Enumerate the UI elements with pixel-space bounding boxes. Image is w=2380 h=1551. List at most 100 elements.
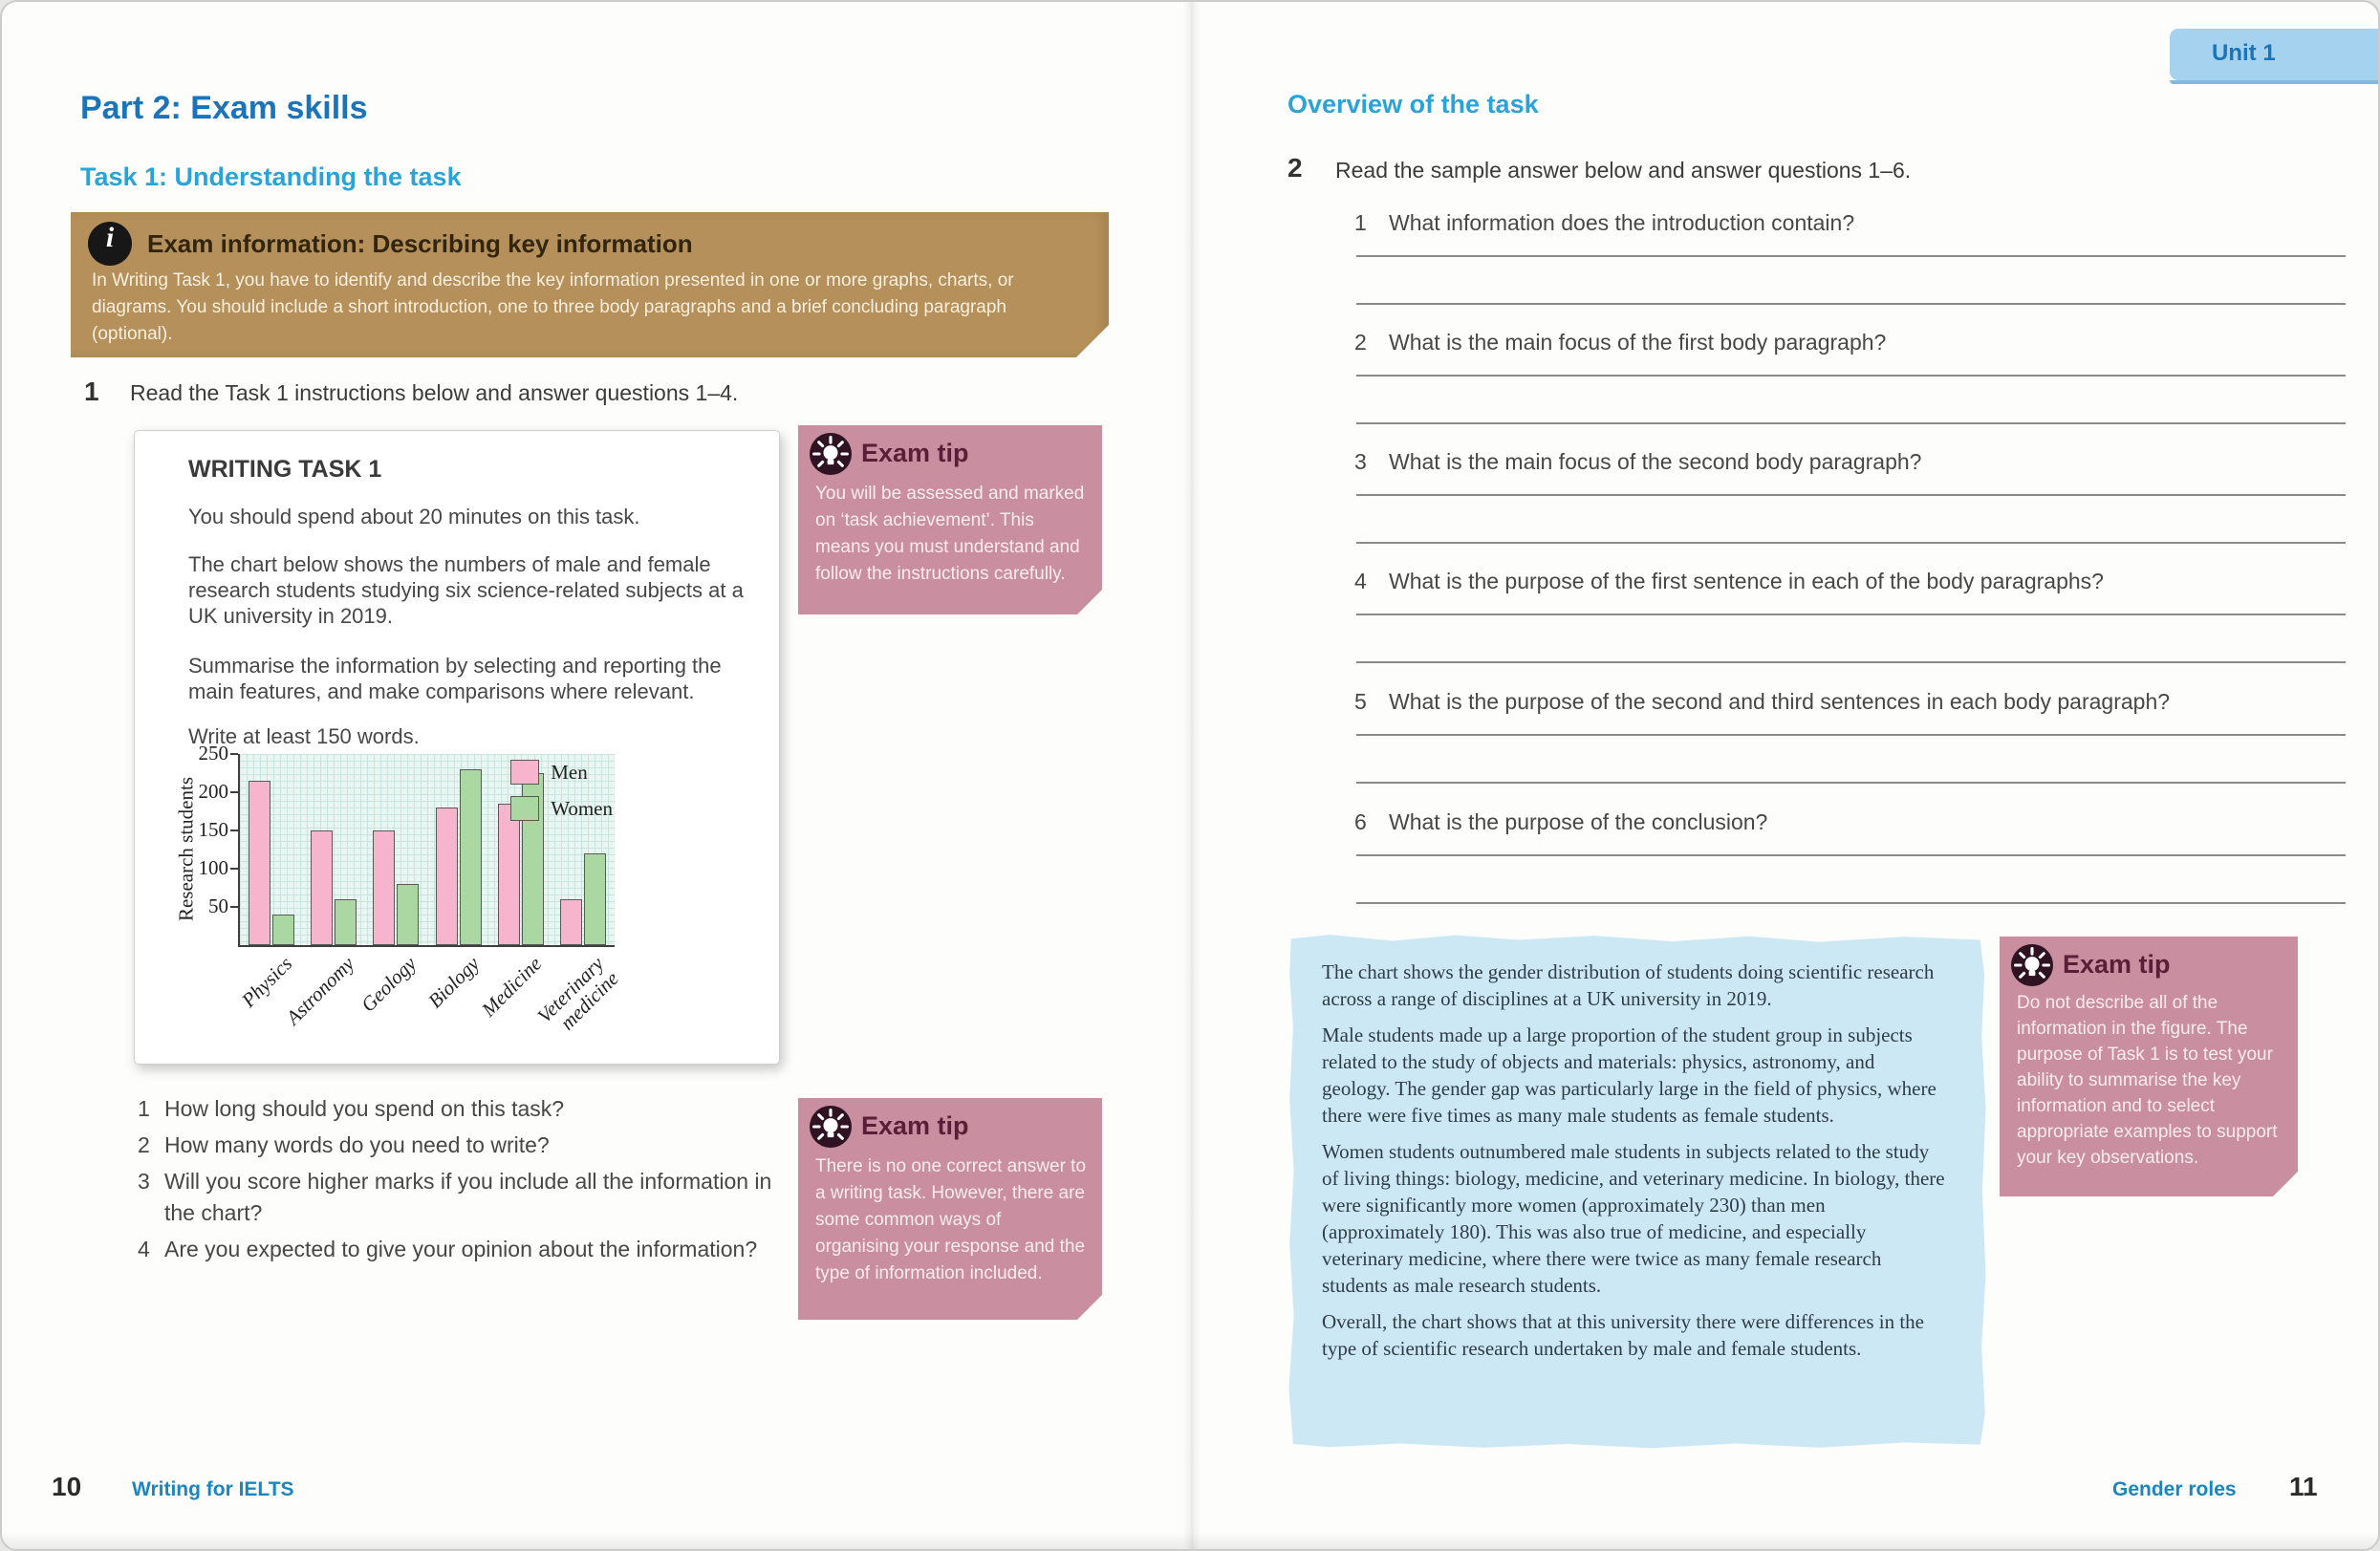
answer-line (1356, 782, 2346, 784)
unit-tab-label: Unit 1 (2212, 40, 2276, 66)
exam-information-box: i Exam information: Describing key infor… (71, 212, 1109, 357)
answer-line (1356, 902, 2346, 904)
exercise-2-number: 2 (1287, 153, 1303, 183)
question-number: 3 (1354, 449, 1367, 474)
chart-plot-area: Men Women (238, 754, 615, 947)
question-text: What is the purpose of the conclusion? (1389, 809, 1768, 834)
exam-tip-title: Exam tip (861, 439, 969, 467)
y-tick-mark (230, 868, 238, 870)
answer-line (1356, 614, 2346, 615)
legend-label: Men (551, 760, 588, 784)
question-number: 3 (138, 1169, 150, 1194)
sample-answer-box: The chart shows the gender distribution … (1288, 935, 1986, 1449)
exam-tip-body: There is no one correct answer to a writ… (815, 1156, 1087, 1283)
question-number: 5 (1354, 689, 1367, 714)
question-text: What is the purpose of the second and th… (1389, 689, 2171, 714)
question-number: 1 (138, 1096, 150, 1121)
question-block: 4 What is the purpose of the first sente… (1354, 569, 2347, 685)
question-number: 2 (138, 1132, 150, 1157)
writing-task-card: WRITING TASK 1 You should spend about 20… (134, 430, 780, 1065)
question-number: 1 (1354, 210, 1367, 235)
question-row: 4 Are you expected to give your opinion … (138, 1234, 807, 1265)
answer-line (1356, 422, 2346, 424)
x-axis-label: Biology (422, 952, 484, 1013)
exam-tip-title: Exam tip (2063, 950, 2171, 979)
bar-men (560, 899, 583, 945)
answer-line (1356, 542, 2346, 544)
bar-men (248, 781, 270, 945)
x-axis-label: Geology (357, 952, 422, 1017)
left-page: Part 2: Exam skills Task 1: Understandin… (2, 2, 1192, 1549)
bar-men (498, 804, 520, 945)
question-text: How many words do you need to write? (164, 1132, 550, 1157)
page-number: 11 (2289, 1472, 2318, 1501)
y-tick-mark (230, 791, 238, 793)
exam-tip-box: Exam tip Do not describe all of the info… (2000, 937, 2298, 1196)
writing-task-paragraph: You should spend about 20 minutes on thi… (188, 505, 640, 528)
question-number: 4 (1354, 569, 1367, 593)
y-tick-mark (230, 906, 238, 908)
bar-women (397, 884, 420, 945)
legend-label: Women (551, 796, 613, 820)
question-block: 1 What information does the introduction… (1354, 210, 2347, 327)
answer-line (1356, 375, 2346, 377)
question-text: Are you expected to give your opinion ab… (164, 1237, 758, 1261)
y-tick-mark (230, 753, 238, 755)
exam-tip-body: You will be assessed and marked on ‘task… (815, 484, 1085, 584)
lightbulb-icon (2011, 944, 2053, 986)
exam-tip-box: Exam tip There is no one correct answer … (798, 1098, 1102, 1320)
legend-item: Women (510, 796, 613, 821)
answer-line (1356, 255, 2346, 257)
y-tick-label: 50 (208, 894, 228, 917)
writing-task-paragraph: The chart below shows the numbers of mal… (188, 552, 744, 628)
bar-women (584, 853, 607, 945)
bar-chart: Men Women Research students 50 100 150 200 250… (154, 742, 746, 1054)
writing-task-paragraph: Summarise the information by selecting a… (188, 654, 722, 703)
question-block: 2 What is the main focus of the first bo… (1354, 330, 2347, 446)
exam-tip-box: Exam tip You will be assessed and marked… (798, 425, 1102, 614)
sample-answer-text: The chart shows the gender distribution … (1322, 959, 1948, 1371)
page-number: 10 (52, 1472, 82, 1501)
book-spine (1183, 2, 1201, 1549)
lightbulb-icon (810, 433, 852, 475)
writing-task-title: WRITING TASK 1 (188, 456, 382, 483)
lightbulb-icon (810, 1106, 852, 1148)
bar-men (373, 830, 396, 945)
question-text: What information does the introduction c… (1389, 210, 1855, 235)
legend-swatch-men (510, 760, 540, 785)
exercise-1-instruction: Read the Task 1 instructions below and a… (130, 380, 739, 405)
part-heading: Part 2: Exam skills (80, 90, 368, 126)
exam-information-body: In Writing Task 1, you have to identify … (92, 270, 1014, 344)
answer-line (1356, 494, 2346, 496)
sample-paragraph: Overall, the chart shows that at this un… (1322, 1310, 1924, 1360)
y-tick-label: 200 (198, 780, 229, 803)
legend-item: Men (510, 760, 613, 785)
question-text: What is the main focus of the second bod… (1389, 449, 1922, 474)
info-icon: i (88, 222, 132, 266)
y-tick-label: 150 (198, 818, 229, 841)
exam-tip-title: Exam tip (861, 1111, 969, 1140)
unit-tab: Unit 1 (2170, 29, 2378, 84)
questions-1-4: 1 How long should you spend on this task… (138, 1093, 807, 1270)
exam-information-title: Exam information: Describing key informa… (147, 229, 693, 258)
x-axis-label: Astronomy (281, 952, 359, 1030)
legend-swatch-women (510, 796, 540, 821)
answer-line (1356, 303, 2346, 305)
book-title: Writing for IELTS (132, 1478, 294, 1500)
question-number: 4 (138, 1237, 150, 1261)
question-block: 3 What is the main focus of the second b… (1354, 449, 2347, 566)
answer-line (1356, 661, 2346, 663)
y-tick-label: 100 (198, 856, 229, 879)
y-tick-mark (230, 829, 238, 831)
bar-women (459, 769, 482, 945)
exercise-2-instruction: Read the sample answer below and answer … (1335, 158, 1912, 183)
sample-paragraph: The chart shows the gender distribution … (1322, 960, 1935, 1010)
question-block: 6 What is the purpose of the conclusion? (1354, 809, 2347, 926)
question-text: Will you score higher marks if you inclu… (164, 1169, 772, 1225)
question-row: 2 How many words do you need to write? (138, 1130, 807, 1161)
exam-tip-body: Do not describe all of the information i… (2017, 993, 2278, 1168)
question-text: What is the main focus of the first body… (1389, 330, 1887, 355)
sample-paragraph: Women students outnumbered male students… (1322, 1140, 1945, 1297)
sample-paragraph: Male students made up a large proportion… (1322, 1023, 1936, 1127)
